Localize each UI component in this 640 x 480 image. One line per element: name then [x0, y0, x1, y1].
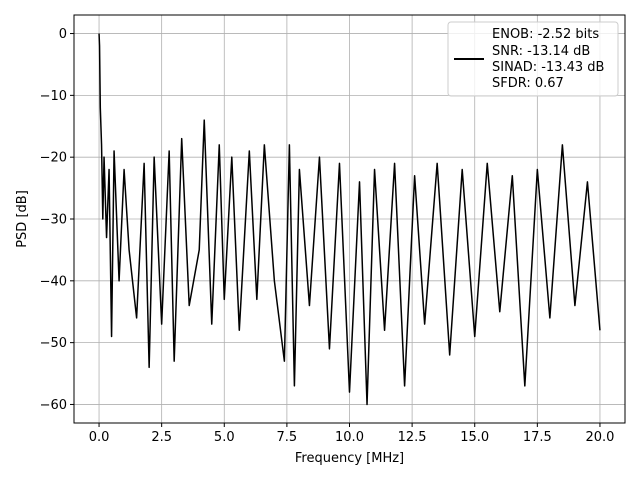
- x-axis-label: Frequency [MHz]: [295, 451, 404, 466]
- y-tick-label: −40: [40, 274, 67, 289]
- x-tick-label: 2.5: [151, 430, 172, 445]
- x-tick-label: 0.0: [89, 430, 110, 445]
- legend: ENOB: -2.52 bits SNR: -13.14 dB SINAD: -…: [447, 21, 619, 97]
- x-tick-label: 20.0: [585, 430, 614, 445]
- x-axis: 0.0 2.5 5.0 7.5 10.0 12.5 15.0 17.5 20.0: [89, 423, 614, 445]
- y-tick-label: −60: [40, 398, 67, 413]
- legend-line-snr: SNR: -13.14 dB: [492, 44, 590, 59]
- legend-line-sinad: SINAD: -13.43 dB: [492, 60, 604, 75]
- psd-series-line: [98, 33, 601, 406]
- series-layer: [98, 33, 601, 406]
- legend-line-enob: ENOB: -2.52 bits: [492, 27, 599, 42]
- y-tick-label: 0: [59, 27, 67, 42]
- x-tick-label: 17.5: [523, 430, 552, 445]
- y-axis-label: PSD [dB]: [15, 190, 30, 248]
- legend-line-sfdr: SFDR: 0.67: [492, 76, 564, 91]
- y-tick-label: −10: [40, 89, 67, 104]
- legend-box: [447, 21, 619, 97]
- x-tick-label: 10.0: [335, 430, 364, 445]
- x-tick-label: 15.0: [460, 430, 489, 445]
- x-tick-label: 12.5: [398, 430, 427, 445]
- y-tick-label: −20: [40, 151, 67, 166]
- x-tick-label: 7.5: [277, 430, 298, 445]
- y-tick-label: −30: [40, 213, 67, 228]
- y-tick-label: −50: [40, 336, 67, 351]
- y-axis: 0 −10 −20 −30 −40 −50 −60: [40, 27, 74, 413]
- x-tick-label: 5.0: [214, 430, 235, 445]
- grid: [74, 15, 625, 423]
